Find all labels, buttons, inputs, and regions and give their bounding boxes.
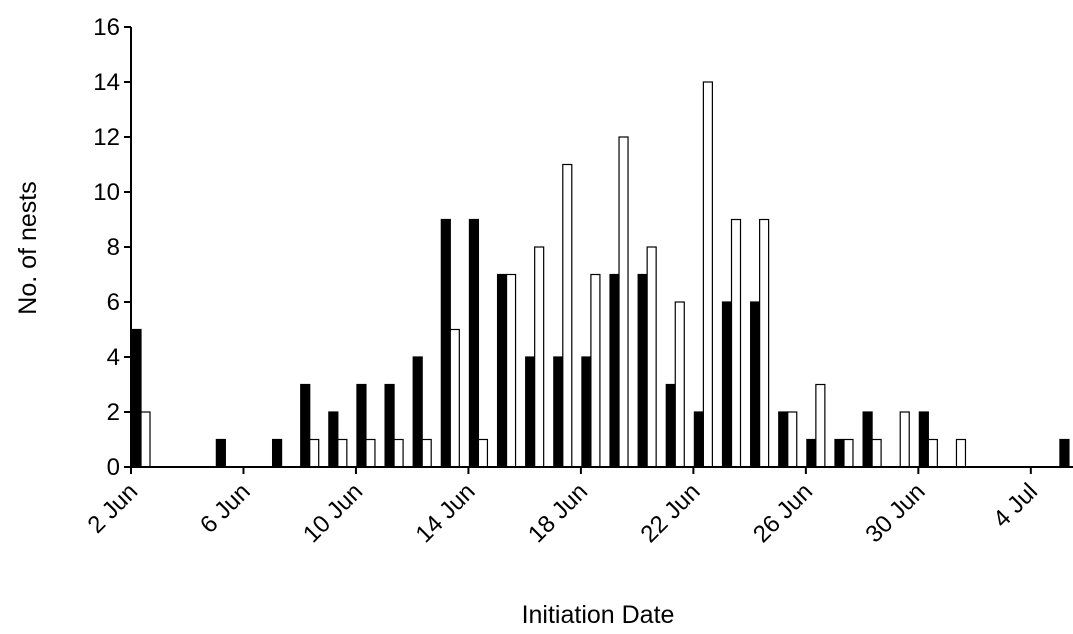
bar-series-2-24-jun [759, 218, 770, 468]
bar-series-1-9-jun [328, 411, 339, 468]
bar-series-2-13-jun [449, 328, 460, 468]
bar-series-2-20-jun [646, 246, 657, 468]
bar-series-2-28-jun [871, 438, 882, 468]
x-tick-label: 22 Jun [636, 478, 706, 548]
bar-series-2-22-jun [702, 81, 713, 468]
bar-series-1-21-jun [665, 383, 676, 468]
y-tick-label: 0 [107, 454, 120, 481]
bar-series-2-14-jun [477, 438, 489, 468]
x-tick-label: 30 Jun [860, 478, 930, 548]
bar-series-1-5-jun [215, 438, 226, 468]
bar-series-1-12-jun [412, 356, 423, 468]
bar-series-2-8-jun [309, 438, 320, 468]
x-tick-label: 18 Jun [523, 478, 593, 548]
bar-series-1-14-jun [468, 218, 480, 468]
bars [131, 81, 1070, 468]
bar-series-2-29-jun [899, 411, 910, 468]
bar-series-1-28-jun [862, 411, 873, 468]
bar-series-1-27-jun [834, 438, 845, 468]
bar-series-1-18-jun [581, 356, 592, 468]
bar-series-2-30-jun [927, 438, 938, 468]
bar-series-1-8-jun [300, 383, 311, 468]
y-tick-label: 16 [93, 14, 120, 41]
x-tick-label: 10 Jun [298, 478, 368, 548]
bar-series-2-1-jul [955, 438, 967, 468]
bar-series-1-11-jun [384, 383, 395, 468]
bar-series-2-12-jun [421, 438, 432, 468]
y-tick-label: 12 [93, 124, 120, 151]
bar-series-1-2-jun [131, 328, 142, 468]
bar-series-2-21-jun [674, 301, 685, 468]
y-tick-label: 10 [93, 179, 120, 206]
y-axis-title: No. of nests [14, 181, 42, 314]
bar-series-1-13-jun [440, 218, 451, 468]
bar-series-1-5-jul [1059, 438, 1070, 468]
bar-series-2-25-jun [787, 411, 798, 468]
bar-series-1-16-jun [525, 356, 536, 468]
x-tick-label: 6 Jun [195, 478, 256, 539]
bar-series-2-26-jun [815, 383, 826, 468]
y-tick-label: 2 [107, 399, 120, 426]
bar-series-1-22-jun [693, 411, 704, 468]
y-tick-label: 8 [107, 234, 120, 261]
bar-series-1-17-jun [553, 356, 564, 468]
y-axis-ticks: 0 2 4 6 8 10 12 14 16 [93, 14, 131, 481]
bar-series-1-7-jun [271, 438, 283, 468]
y-tick-label: 6 [107, 289, 120, 316]
y-tick-label: 4 [107, 344, 120, 371]
bar-series-1-23-jun [721, 301, 733, 468]
x-tick-label: 2 Jun [83, 478, 144, 539]
bar-series-1-19-jun [609, 273, 620, 468]
bar-series-2-16-jun [534, 246, 545, 468]
bar-series-2-19-jun [618, 136, 629, 468]
bar-series-2-15-jun [505, 273, 517, 468]
bar-series-2-23-jun [730, 218, 742, 468]
x-tick-label: 4 Jul [988, 478, 1043, 533]
bar-series-1-10-jun [356, 383, 367, 468]
bar-series-2-18-jun [590, 273, 601, 468]
x-axis-ticks: 2 Jun 6 Jun 10 Jun 14 Jun 18 Jun 22 Jun 26 Jun… [83, 467, 1043, 548]
bar-series-1-24-jun [750, 301, 761, 468]
bar-series-2-2-jun [140, 411, 151, 468]
bar-series-1-30-jun [918, 411, 929, 468]
bar-series-1-20-jun [637, 273, 648, 468]
bar-series-2-11-jun [393, 438, 404, 468]
y-tick-label: 14 [93, 69, 120, 96]
x-tick-label: 14 Jun [411, 478, 481, 548]
x-axis-title: Initiation Date [522, 601, 675, 629]
bar-series-2-27-jun [843, 438, 854, 468]
bar-series-1-15-jun [496, 273, 508, 468]
bar-series-2-9-jun [337, 438, 348, 468]
x-tick-label: 26 Jun [748, 478, 818, 548]
bar-series-2-10-jun [365, 438, 376, 468]
bar-series-1-26-jun [806, 438, 817, 468]
bar-series-1-25-jun [778, 411, 789, 468]
bar-series-2-17-jun [562, 163, 573, 468]
